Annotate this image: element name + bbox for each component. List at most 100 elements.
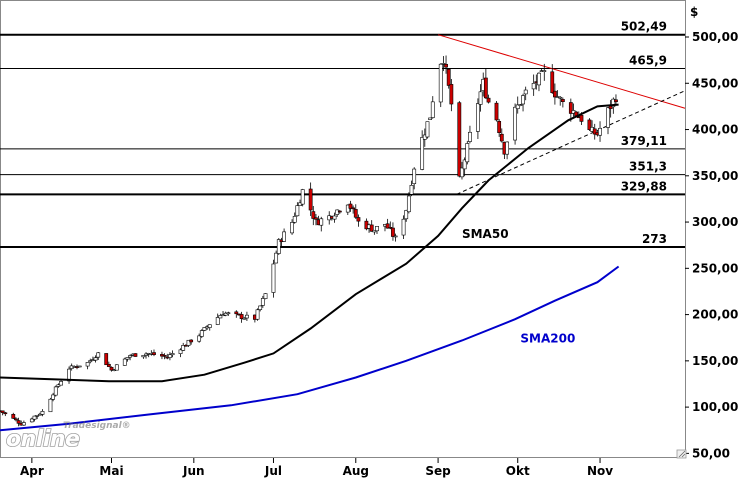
candle [497, 118, 502, 137]
candle [290, 219, 294, 235]
candle [56, 383, 61, 388]
candle [449, 78, 454, 112]
candle [106, 361, 111, 368]
candle [255, 308, 260, 321]
candle [77, 365, 82, 368]
level-label: 351,3 [629, 160, 667, 174]
candle [314, 214, 318, 226]
candle [226, 311, 231, 316]
candle [93, 355, 98, 363]
y-tick-label: 150,00 [692, 354, 738, 368]
candle [332, 212, 337, 223]
candle [282, 228, 286, 242]
candle [430, 96, 435, 119]
candle [494, 100, 499, 122]
candle [295, 202, 300, 217]
candle [128, 354, 132, 361]
x-tick-label: Jun [182, 464, 205, 478]
candle [168, 352, 172, 361]
candle [122, 357, 127, 366]
candle [0, 410, 5, 416]
candle [446, 68, 451, 89]
x-tick-label: Apr [20, 464, 44, 478]
candle [245, 311, 249, 322]
candle [202, 327, 207, 332]
candle [404, 209, 409, 222]
candle [444, 55, 448, 74]
candle [104, 353, 109, 366]
candle [258, 305, 263, 312]
candle [234, 310, 239, 318]
candle [85, 362, 90, 370]
moving-averages: SMA50 SMA200 [0, 103, 620, 432]
candle [186, 339, 191, 347]
candle [375, 226, 379, 234]
candle [3, 411, 8, 417]
candle [144, 352, 148, 359]
level-label: 273 [642, 232, 667, 246]
candle [462, 157, 467, 177]
candle [109, 366, 114, 372]
y-tick-label: 450,00 [692, 76, 738, 90]
candle [587, 118, 592, 131]
candle [292, 212, 297, 224]
candle [300, 188, 305, 207]
candle [356, 214, 361, 227]
x-tick-label: Sep [425, 464, 451, 478]
candle [37, 412, 42, 416]
candle [521, 93, 525, 112]
candle [428, 117, 433, 120]
horizontal-levels [0, 33, 685, 249]
candle [337, 210, 342, 214]
candle [460, 161, 464, 180]
candle [207, 324, 212, 331]
candle [486, 94, 491, 104]
candle [614, 94, 618, 105]
series-label: SMA50 [462, 227, 509, 241]
candle [181, 342, 186, 352]
candle [391, 222, 395, 241]
candle [369, 220, 374, 232]
candle [531, 74, 536, 96]
y-tick-label: 250,00 [692, 261, 738, 275]
candle [199, 329, 204, 339]
candle [499, 128, 504, 143]
candle [114, 364, 119, 371]
x-tick-label: Aug [343, 464, 369, 478]
candle [218, 313, 223, 319]
candle [274, 250, 279, 264]
resize-corner-icon[interactable] [676, 449, 687, 459]
candle [21, 420, 26, 426]
candle [550, 64, 555, 94]
candle [32, 415, 37, 422]
currency-label: $ [690, 5, 698, 19]
candle [319, 216, 324, 232]
candle [401, 215, 406, 239]
candle [592, 123, 597, 140]
series-label: SMA200 [520, 331, 575, 345]
x-tick-label: Okt [506, 464, 530, 478]
candle [420, 130, 425, 171]
candle [178, 348, 183, 358]
candle [558, 95, 563, 106]
level-label: 329,88 [621, 179, 667, 193]
y-tick-label: 200,00 [692, 308, 738, 322]
candle [152, 349, 156, 357]
candle [29, 417, 34, 423]
y-tick-label: 350,00 [692, 169, 738, 183]
candle [568, 98, 573, 122]
candle [263, 293, 268, 300]
candle [189, 339, 194, 345]
candle [35, 414, 40, 420]
candle [53, 385, 58, 397]
candle [271, 259, 276, 298]
trendlines [437, 34, 686, 195]
candle [553, 83, 557, 105]
candle [215, 313, 220, 326]
level-label: 502,49 [621, 20, 667, 34]
candle [385, 218, 390, 229]
candle [457, 100, 462, 178]
y-tick-label: 300,00 [692, 215, 738, 229]
